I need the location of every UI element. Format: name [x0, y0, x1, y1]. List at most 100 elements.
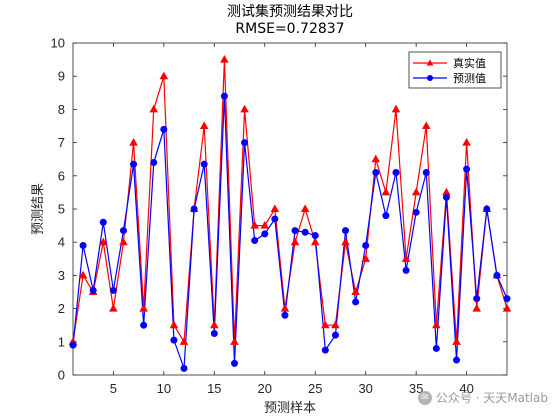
series-point-true	[361, 254, 370, 262]
series-point-true	[421, 121, 431, 130]
series-point-true	[230, 337, 239, 345]
series-point-pred	[230, 359, 238, 367]
y-tick-label: 5	[58, 202, 65, 217]
watermark: ✉ 公众号 · 天天Matlab	[417, 389, 548, 406]
series-point-true	[210, 320, 219, 329]
series-point-pred	[220, 92, 228, 100]
series-point-pred	[422, 168, 430, 176]
series-point-pred	[79, 242, 87, 250]
series-point-pred	[402, 266, 410, 274]
series-point-true	[220, 54, 229, 63]
series-point-pred	[271, 215, 279, 223]
x-tick-label: 40	[459, 381, 473, 396]
x-tick-label: 30	[358, 381, 372, 396]
y-tick-label: 7	[58, 135, 65, 150]
series-point-pred	[251, 237, 259, 245]
series-point-pred	[311, 232, 319, 240]
series-point-pred	[241, 139, 249, 147]
series-point-pred	[372, 168, 380, 176]
series-point-true	[432, 320, 441, 329]
series-point-true	[300, 204, 310, 213]
series-line-1	[72, 96, 508, 369]
series-point-true	[371, 154, 381, 163]
series-point-true	[119, 237, 128, 246]
series-point-pred	[493, 271, 501, 279]
series-point-true	[452, 337, 461, 345]
series-point-pred	[301, 228, 309, 236]
legend-marker-pred	[427, 75, 433, 81]
legend-marker-true	[426, 59, 434, 66]
series-point-pred	[99, 218, 107, 226]
y-tick-label: 6	[58, 168, 65, 183]
series-point-true	[290, 237, 300, 246]
series-point-true	[401, 254, 411, 262]
series-point-true	[502, 303, 512, 312]
series-point-true	[270, 204, 280, 213]
legend: 真实值 预测值	[408, 51, 502, 89]
series-point-pred	[473, 295, 481, 303]
series-point-pred	[140, 321, 148, 329]
series-point-true	[341, 237, 350, 246]
series-point-true	[159, 71, 169, 80]
series-point-pred	[180, 364, 188, 372]
x-tick-label: 5	[110, 381, 117, 396]
series-point-pred	[392, 168, 400, 176]
series-point-true	[331, 320, 340, 329]
y-tick-label: 2	[58, 301, 65, 316]
series-point-pred	[352, 298, 360, 306]
wechat-icon: ✉	[417, 390, 432, 405]
series-point-pred	[119, 227, 127, 235]
y-tick-label: 9	[58, 69, 65, 84]
series-point-true	[411, 187, 421, 196]
y-tick-label: 4	[58, 235, 65, 250]
chart-subtitle: RMSE=0.72837	[235, 21, 344, 37]
x-axis-label: 预测样本	[264, 401, 316, 416]
series-point-true	[381, 187, 391, 196]
series-point-pred	[321, 346, 329, 354]
series-point-pred	[442, 193, 450, 201]
series-point-true	[310, 237, 320, 246]
x-tick-label: 25	[308, 381, 322, 396]
series-point-pred	[342, 227, 350, 235]
series-point-pred	[109, 286, 117, 294]
series-point-true	[139, 303, 148, 312]
series-point-pred	[170, 336, 178, 344]
y-axis-label: 预测结果	[31, 183, 46, 235]
series-point-true	[280, 303, 290, 312]
series-point-pred	[382, 212, 390, 220]
series-point-pred	[210, 330, 218, 337]
x-tick-label: 20	[258, 381, 272, 396]
series-point-true	[250, 220, 259, 229]
series-point-true	[199, 121, 209, 130]
series-point-true	[351, 287, 360, 296]
series-point-true	[240, 104, 249, 113]
series-point-true	[129, 137, 138, 146]
series-point-pred	[291, 227, 299, 235]
series-point-true	[169, 320, 179, 329]
series-point-pred	[503, 295, 511, 303]
series-point-pred	[412, 208, 420, 216]
series-point-pred	[483, 205, 491, 213]
x-tick-label: 10	[157, 381, 171, 396]
legend-label-pred: 预测值	[453, 72, 486, 85]
series-point-pred	[362, 242, 370, 250]
series-point-true	[109, 303, 118, 312]
legend-label-true: 真实值	[453, 56, 486, 70]
series-point-pred	[200, 160, 208, 168]
series-point-true	[472, 303, 481, 312]
series-point-pred	[130, 160, 138, 168]
x-tick-label: 15	[207, 381, 221, 396]
series-point-pred	[331, 331, 339, 339]
series-point-true	[462, 137, 471, 146]
chart-title: 测试集预测结果对比	[227, 3, 353, 20]
series-point-pred	[190, 205, 198, 213]
y-tick-label: 3	[58, 268, 65, 283]
series-point-true	[321, 320, 330, 329]
series-point-pred	[89, 286, 97, 294]
series-point-pred	[281, 311, 289, 319]
series-point-pred	[432, 344, 440, 352]
y-tick-label: 8	[58, 102, 65, 117]
series-point-true	[260, 220, 270, 229]
series-point-pred	[150, 159, 158, 167]
